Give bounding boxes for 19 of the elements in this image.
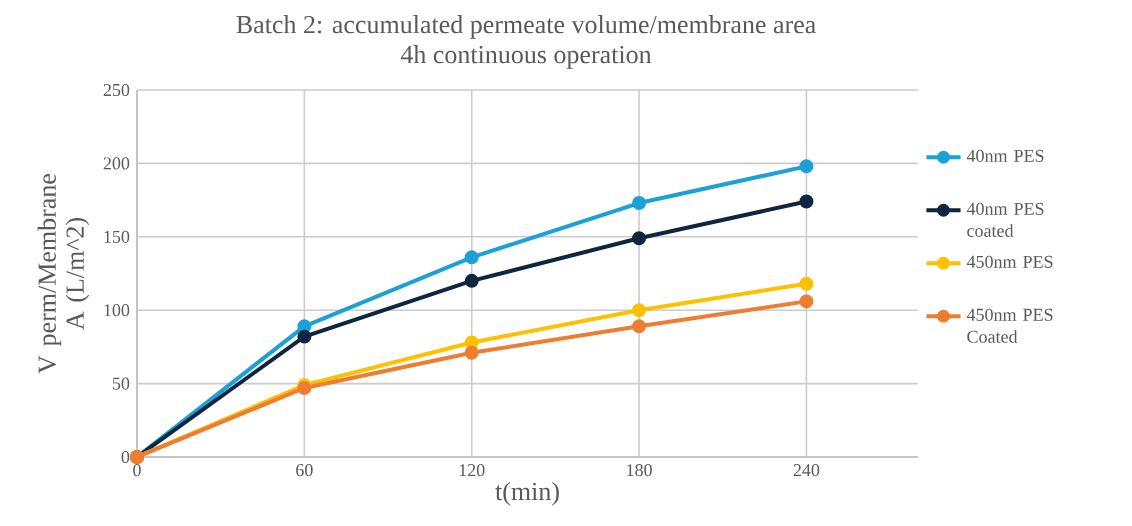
x-tick-label: 60	[296, 464, 313, 477]
legend-label: 40nm PES	[966, 149, 1044, 162]
x-tick-label: 240	[793, 464, 820, 477]
x-tick-label: 120	[459, 464, 485, 477]
y-tick-label: 0	[121, 450, 130, 464]
y-tick-label: 200	[103, 157, 130, 170]
legend-label: 450nm PES Coated	[966, 308, 1053, 343]
chart-title: Batch 2: accumulated permeate volume/membrane area	[236, 15, 816, 39]
y-axis-title: V perm/Membrane A (L/m^2)	[37, 174, 90, 374]
x-axis-title: t(min)	[495, 481, 559, 506]
y-tick-label: 50	[112, 377, 130, 390]
x-tick-label: 0	[133, 464, 141, 477]
x-tick-label: 180	[627, 464, 652, 477]
legend-label: 450nm PES	[966, 255, 1053, 268]
legend-label: 40nm PES coated	[966, 202, 1044, 237]
y-tick-label: 150	[104, 230, 130, 243]
y-tick-label: 250	[103, 83, 130, 97]
chart-subtitle: 4h continuous operation	[400, 45, 652, 69]
y-tick-label: 100	[104, 304, 130, 317]
